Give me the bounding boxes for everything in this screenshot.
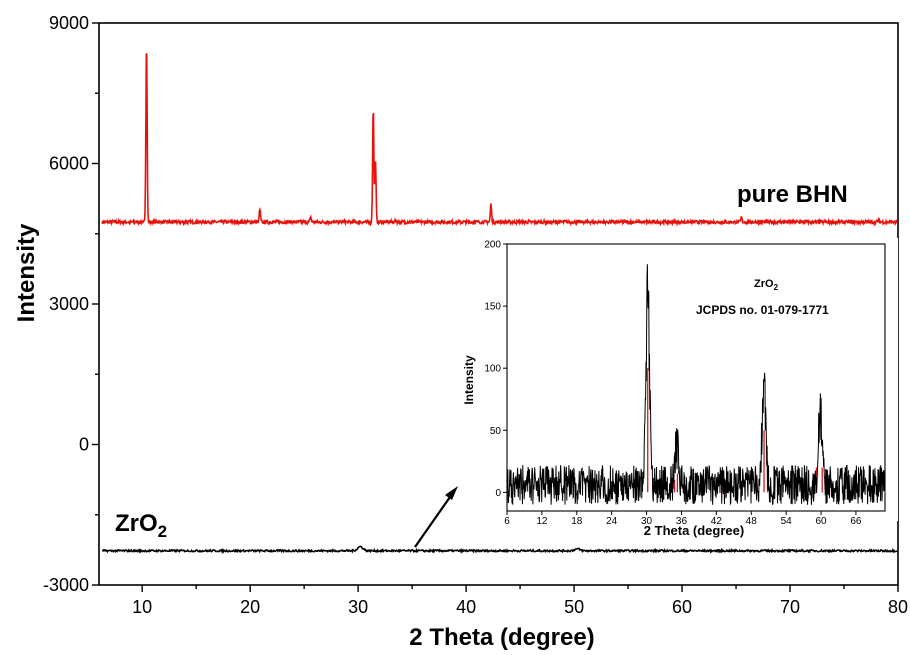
arrow-head: [445, 486, 458, 500]
inset-x-tick-label: 66: [850, 516, 862, 527]
x-tick-label: 80: [888, 597, 908, 617]
inset-x-tick-label: 6: [504, 516, 510, 527]
x-tick-label: 40: [456, 597, 476, 617]
y-tick-label: 6000: [49, 154, 89, 174]
x-tick-label: 10: [132, 597, 152, 617]
inset-x-tick-label: 18: [571, 516, 583, 527]
y-tick-label: 0: [79, 435, 89, 455]
inset-ticks: 6 12 18 24 30 36 42 48 54 60 66 0 50 100 150 200: [484, 240, 862, 528]
inset-x-tick-label: 12: [536, 516, 548, 527]
inset-x-tick-label: 30: [641, 516, 653, 527]
inset-y-tick-label: 50: [490, 426, 502, 437]
inset-x-tick-label: 24: [606, 516, 618, 527]
y-tick-label: 9000: [49, 13, 89, 33]
inset-y-tick-label: 0: [495, 488, 501, 499]
y-axis-label: Intensity: [13, 223, 40, 322]
series-pure-bhn-line: [101, 53, 899, 227]
x-axis-label: 2 Theta (degree): [409, 624, 594, 651]
inset-x-axis-label: 2 Theta (degree): [644, 523, 744, 538]
legend-pure-bhn: pure BHN: [737, 181, 848, 208]
inset-y-tick-label: 150: [484, 302, 501, 313]
inset-y-tick-label: 200: [484, 240, 501, 251]
legend-zro2-sub: 2: [158, 522, 167, 541]
legend-zro2: ZrO2: [115, 510, 167, 541]
inset-x-tick-label: 42: [711, 516, 723, 527]
x-tick-label: 20: [240, 597, 260, 617]
inset-x-tick-label: 54: [781, 516, 793, 527]
legend-zro2-base: ZrO: [115, 510, 158, 537]
x-tick-label: 30: [348, 597, 368, 617]
inset-title: ZrO2: [754, 278, 779, 292]
inset-y-axis-label: Intensity: [462, 355, 476, 405]
inset-series: [506, 264, 886, 506]
y-tick-label: 3000: [49, 294, 89, 314]
inset-axes: [506, 243, 886, 512]
arrow-shaft: [414, 496, 451, 548]
inset-plot: 6 12 18 24 30 36 42 48 54 60 66 0 50 100 150 200 ZrO2 J…: [462, 238, 898, 538]
y-tick-label: -3000: [43, 575, 89, 595]
inset-subtitle: JCPDS no. 01-079-1771: [696, 303, 829, 317]
inset-title-sub: 2: [774, 283, 779, 292]
x-tick-label: 50: [564, 597, 584, 617]
inset-title-base: ZrO: [754, 278, 774, 290]
main-series: [101, 53, 899, 555]
inset-plot-frame: [506, 243, 886, 512]
inset-pointer-arrow: [414, 486, 458, 548]
inset-series-line: [506, 264, 886, 506]
x-tick-label: 70: [780, 597, 800, 617]
x-tick-label: 60: [672, 597, 692, 617]
inset-x-tick-label: 48: [746, 516, 758, 527]
inset-x-tick-label: 60: [815, 516, 827, 527]
inset-y-tick-label: 100: [484, 364, 501, 375]
inset-x-tick-label: 36: [676, 516, 688, 527]
series-zro2-line: [101, 545, 898, 555]
